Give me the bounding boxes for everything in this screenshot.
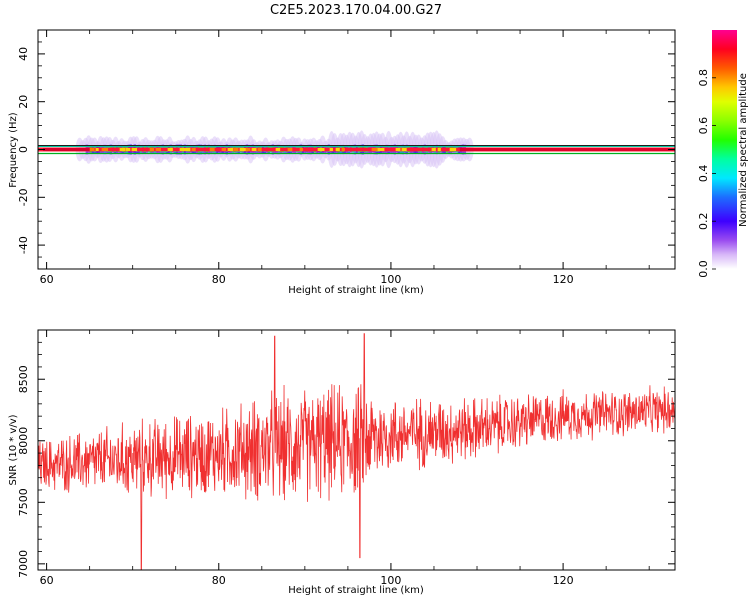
heatmap-carrier-left bbox=[43, 148, 90, 151]
heatmap-y-tick-label: 0 bbox=[17, 146, 30, 153]
colorbar-tick-label: 0.0 bbox=[697, 260, 710, 278]
colorbar-ticks: 0.0 0.2 0.4 0.6 0.8 bbox=[697, 69, 716, 278]
heatmap-peak-cell bbox=[131, 148, 138, 151]
heatmap-carrier-line bbox=[38, 147, 675, 152]
heatmap-y-tick-label: -20 bbox=[17, 188, 30, 206]
heatmap-peak-cell bbox=[119, 148, 126, 151]
snr-x-tick-label: 60 bbox=[40, 574, 54, 587]
colorbar-tick-label: 0.6 bbox=[697, 117, 710, 135]
snr-y-tick-label: 7500 bbox=[17, 488, 30, 516]
heatmap-peak-cell bbox=[149, 148, 155, 151]
heatmap-x-tick-label: 80 bbox=[212, 273, 226, 286]
heatmap-peak-cell bbox=[95, 148, 99, 151]
heatmap-peak-cell bbox=[221, 148, 226, 151]
heatmap-y-tick-label: 40 bbox=[17, 47, 30, 61]
snr-y-tick-label: 8500 bbox=[17, 365, 30, 393]
heatmap-peak-cell bbox=[449, 148, 457, 151]
heatmap-peak-cell bbox=[431, 148, 436, 151]
heatmap-x-tick-label: 120 bbox=[553, 273, 574, 286]
heatmap-carrier-right bbox=[459, 148, 675, 151]
heatmap-peak-cell bbox=[437, 148, 441, 151]
heatmap-peak-cell bbox=[89, 148, 95, 151]
snr-x-axis-label: Height of straight line (km) bbox=[288, 585, 424, 596]
heatmap-x-tick-label: 100 bbox=[380, 273, 401, 286]
snr-frame bbox=[37, 329, 676, 571]
snr-y-tick-label: 8000 bbox=[17, 427, 30, 455]
heatmap-peak-cell bbox=[257, 148, 262, 151]
heatmap-peak-cell bbox=[245, 148, 251, 151]
heatmap-peak-cell bbox=[233, 148, 239, 151]
heatmap-peak-cell bbox=[299, 148, 303, 151]
heatmap-peak-cell bbox=[125, 148, 131, 151]
heatmap-peak-cell bbox=[275, 148, 281, 151]
snr-x-ticks: 60 80 100 120 bbox=[40, 330, 650, 587]
snr-x-tick-label: 120 bbox=[553, 574, 574, 587]
colorbar-label: Normalized spectral amplitude bbox=[738, 73, 749, 227]
heatmap-y-tick-label: -40 bbox=[17, 236, 30, 254]
heatmap-peak-cell bbox=[329, 148, 333, 151]
colorbar-gradient bbox=[712, 30, 737, 269]
colorbar-tick-label: 0.4 bbox=[697, 165, 710, 183]
heatmap-peak-cell bbox=[341, 148, 345, 151]
heatmap-peak-cell bbox=[185, 148, 191, 151]
heatmap-content bbox=[38, 130, 675, 169]
heatmap-peak-cell bbox=[239, 148, 247, 151]
heatmap-peak-cell bbox=[395, 148, 401, 151]
heatmap-peak-cell bbox=[227, 148, 234, 151]
snr-plot: 60 80 100 120 7000 7500 8000 8500 Height of st… bbox=[8, 329, 676, 596]
heatmap-x-tick-label: 60 bbox=[40, 273, 54, 286]
heatmap-peak-cell bbox=[251, 148, 257, 151]
snr-y-axis-label: SNR (10 * v/v) bbox=[8, 414, 19, 485]
colorbar-tick-label: 0.2 bbox=[697, 212, 710, 230]
heatmap-peak-cell bbox=[317, 148, 325, 151]
snr-y-ticks: 7000 7500 8000 8500 bbox=[17, 341, 675, 578]
heatmap-peak-cell bbox=[155, 148, 161, 151]
heatmap-peak-cell bbox=[179, 148, 186, 151]
heatmap-y-tick-label: 20 bbox=[17, 95, 30, 109]
snr-x-tick-label: 80 bbox=[212, 574, 226, 587]
heatmap-peak-cell bbox=[335, 148, 340, 151]
heatmap-peak-cell bbox=[101, 148, 109, 151]
heatmap-peak-cell bbox=[167, 148, 173, 151]
heatmap-peak-cell bbox=[401, 148, 407, 151]
figure-title: C2E5.2023.170.04.00.G27 bbox=[270, 3, 442, 18]
heatmap-peak-cell bbox=[371, 148, 379, 151]
snr-x-tick-label: 100 bbox=[380, 574, 401, 587]
snr-series-line bbox=[38, 333, 675, 570]
heatmap-x-ticks: 60 80 100 120 bbox=[40, 30, 650, 286]
heatmap-peak-cell bbox=[209, 148, 215, 151]
heatmap-y-ticks: -40 -20 0 20 40 bbox=[17, 41, 675, 258]
heatmap-peak-cell bbox=[377, 148, 385, 151]
heatmap-peak-cell bbox=[191, 148, 196, 151]
heatmap-plot: 60 80 100 120 -40 -20 0 20 40 Height of straigh… bbox=[8, 29, 676, 296]
snr-y-tick-label: 7000 bbox=[17, 550, 30, 578]
colorbar: 0.0 0.2 0.4 0.6 0.8 Normalized spectral ampl… bbox=[697, 30, 749, 278]
colorbar-tick-label: 0.8 bbox=[697, 69, 710, 87]
heatmap-y-axis-label: Frequency (Hz) bbox=[8, 112, 19, 188]
heatmap-x-axis-label: Height of straight line (km) bbox=[288, 285, 424, 296]
heatmap-peak-cell bbox=[287, 148, 293, 151]
